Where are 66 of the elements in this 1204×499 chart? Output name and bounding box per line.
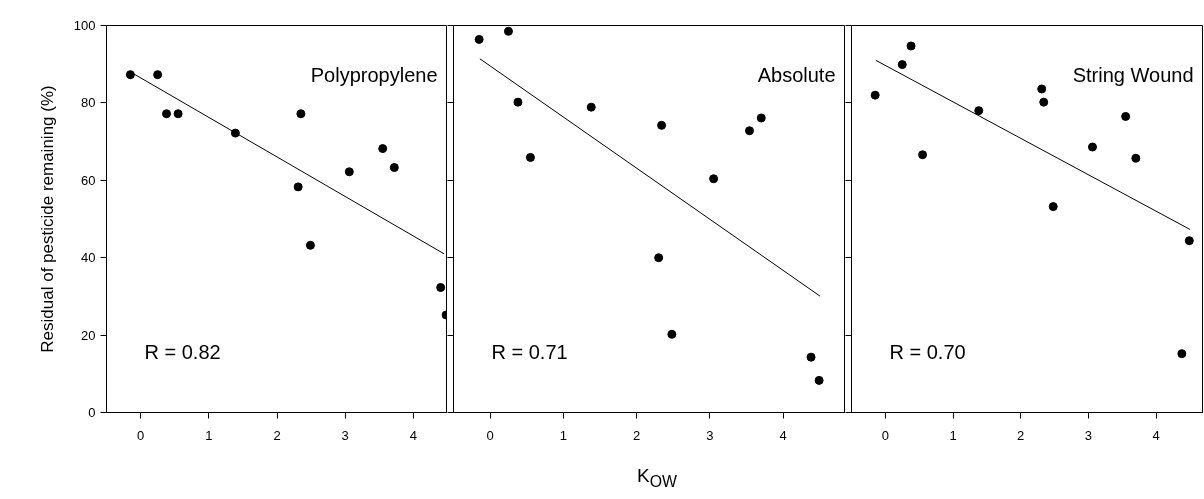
point: [378, 144, 388, 154]
point: [344, 167, 354, 177]
x-tick-label: 3: [1084, 427, 1093, 443]
point: [1048, 202, 1058, 212]
x-tick-label: 4: [409, 427, 418, 443]
x-tick-label: 1: [205, 427, 213, 443]
point: [513, 97, 523, 107]
point: [436, 283, 446, 292]
point: [974, 106, 984, 116]
x-tick-label: 4: [1152, 427, 1160, 443]
annotation: R = 0.70: [889, 340, 966, 363]
point: [918, 150, 928, 160]
point: [586, 102, 596, 112]
point: [525, 152, 535, 162]
point: [667, 329, 677, 339]
point: [296, 109, 306, 119]
y-tick-label: 100: [73, 18, 96, 33]
x-tick-label: 4: [779, 427, 787, 443]
annotation: Absolute: [757, 63, 836, 86]
annotation: R = 0.71: [491, 340, 568, 363]
point: [162, 109, 172, 119]
point: [745, 126, 755, 136]
point: [870, 90, 880, 100]
annotation: R = 0.82: [144, 340, 221, 363]
point: [654, 253, 664, 263]
point: [1184, 236, 1194, 246]
y-tick-label: 60: [81, 172, 96, 188]
x-tick-label: 3: [341, 427, 349, 443]
point: [1087, 142, 1097, 152]
y-tick-label: 20: [81, 327, 96, 343]
x-axis-title: K$_{OW}$: [637, 464, 677, 492]
x-tick-label: 2: [273, 427, 281, 443]
point: [1131, 153, 1141, 163]
point: [503, 26, 513, 36]
annotation: String Wound: [1072, 63, 1194, 86]
x-tick-label: 1: [949, 427, 957, 443]
x-tick-label: 0: [486, 427, 494, 443]
point: [125, 70, 135, 80]
x-tick-label: 2: [1017, 427, 1025, 443]
point: [709, 174, 719, 184]
point: [657, 120, 667, 130]
point: [814, 375, 824, 385]
point: [1177, 349, 1187, 359]
y-tick-label: 0: [88, 405, 96, 420]
point: [153, 70, 163, 80]
x-tick-label: 2: [633, 427, 641, 443]
point: [305, 240, 315, 250]
point: [897, 60, 907, 70]
point: [173, 109, 183, 119]
point: [1037, 84, 1047, 94]
y-tick-label: 40: [81, 250, 96, 266]
y-tick-label: 80: [81, 95, 96, 111]
x-tick-label: 0: [136, 427, 145, 443]
y-axis-title: Residual of pesticide remaining (%): [37, 85, 57, 353]
point: [806, 352, 816, 362]
point: [906, 41, 916, 51]
point: [1039, 97, 1049, 107]
point: [474, 34, 484, 44]
x-tick-label: 1: [559, 427, 568, 443]
x-tick-label: 0: [881, 427, 889, 443]
point: [293, 182, 303, 192]
point: [756, 113, 766, 123]
point: [1121, 111, 1131, 121]
point: [389, 163, 399, 173]
x-tick-label: 3: [706, 427, 714, 443]
annotation: Polypropylene: [310, 63, 438, 86]
